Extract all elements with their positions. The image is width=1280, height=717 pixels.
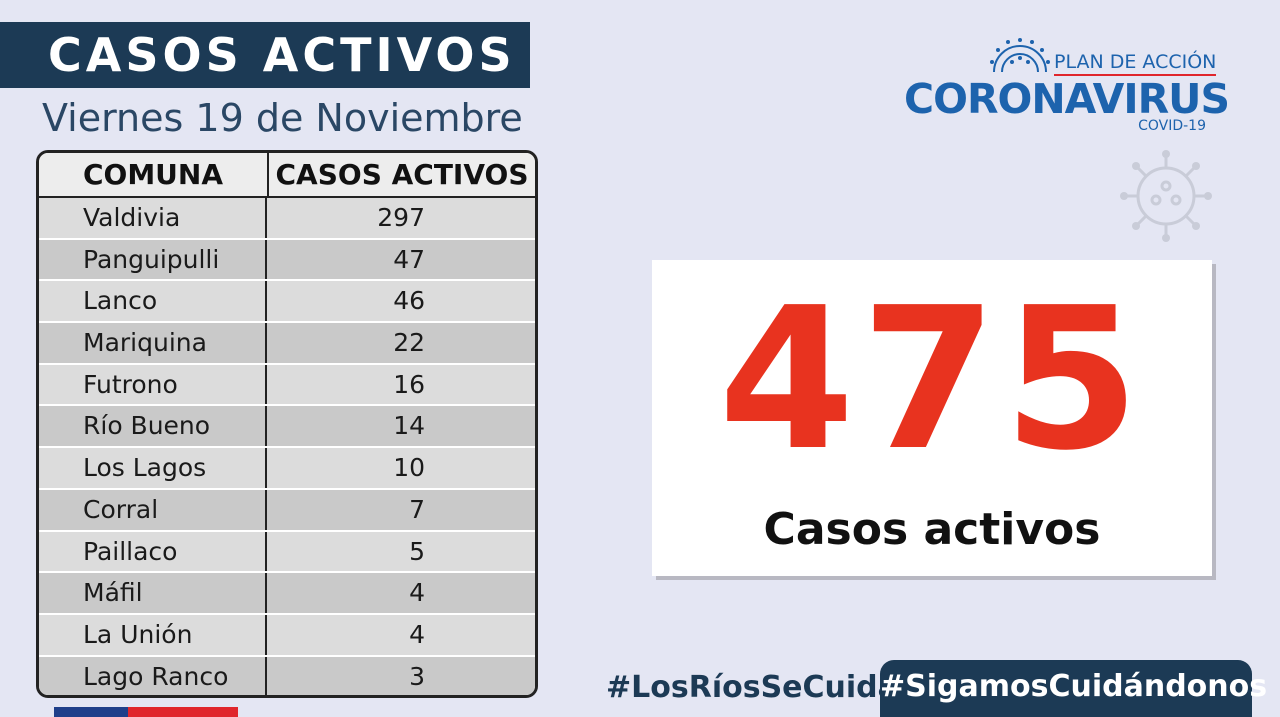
comuna-cell: Mariquina [39, 323, 267, 363]
table-row: Mariquina 22 [39, 323, 535, 365]
coronavirus-icon [1120, 150, 1212, 242]
total-cases-label: Casos activos [763, 504, 1101, 555]
flag-red-stripe [128, 707, 238, 717]
comuna-cell: La Unión [39, 614, 267, 655]
table-row: Máfil 4 [39, 573, 535, 615]
casos-cell: 4 [409, 619, 425, 649]
logo-main-text: CORONAVIRUS [904, 75, 1230, 123]
logo-covid-text: COVID-19 [1138, 118, 1206, 134]
plan-coronavirus-logo: PLAN DE ACCIÓN CORONAVIRUS COVID-19 [898, 38, 1230, 138]
casos-cell: 297 [377, 203, 425, 232]
table-row: Paillaco 5 [39, 531, 535, 574]
comuna-cell: Corral [39, 489, 267, 530]
hashtag-los-rios: #LosRíosSeCuida [606, 670, 898, 705]
flag-blue-stripe [54, 707, 128, 717]
logo-plan-text: PLAN DE ACCIÓN [1054, 50, 1217, 76]
flag-bar [54, 707, 238, 717]
column-header-comuna: COMUNA [39, 153, 269, 196]
coronavirus-icon [990, 38, 1050, 73]
casos-cell: 46 [393, 286, 425, 316]
table-body: Valdivia 297 Panguipulli 47 Lanco 46 Mar… [39, 198, 535, 695]
cases-table: COMUNA CASOS ACTIVOS Valdivia 297 Pangui… [36, 150, 538, 698]
table-header: COMUNA CASOS ACTIVOS [39, 153, 535, 198]
comuna-cell: Paillaco [39, 531, 267, 572]
table-row: Corral 7 [39, 489, 535, 532]
casos-cell: 4 [409, 578, 425, 608]
comuna-cell: Los Lagos [39, 448, 267, 488]
date-line: Viernes 19 de Noviembre [42, 96, 523, 140]
casos-cell: 5 [409, 536, 425, 566]
casos-cell: 22 [393, 328, 425, 358]
table-row: Panguipulli 47 [39, 239, 535, 282]
table-row: La Unión 4 [39, 614, 535, 657]
table-row: Futrono 16 [39, 364, 535, 407]
comuna-cell: Futrono [39, 364, 267, 405]
casos-cell: 47 [393, 244, 425, 274]
table-row: Valdivia 297 [39, 198, 535, 240]
table-row: Los Lagos 10 [39, 448, 535, 490]
table-row: Lago Ranco 3 [39, 656, 535, 695]
casos-cell: 3 [409, 661, 425, 691]
comuna-cell: Máfil [39, 573, 267, 613]
casos-cell: 7 [409, 494, 425, 524]
comuna-cell: Lanco [39, 281, 267, 322]
table-row: Río Bueno 14 [39, 406, 535, 449]
casos-cell: 14 [393, 411, 425, 441]
hashtag-sigamos: #SigamosCuidándonos [880, 660, 1267, 717]
comuna-cell: Río Bueno [39, 406, 267, 447]
comuna-cell: Valdivia [39, 198, 267, 238]
total-cases-card: 475 Casos activos [652, 260, 1212, 576]
page-title: CASOS ACTIVOS [48, 28, 516, 82]
comuna-cell: Panguipulli [39, 239, 267, 280]
casos-cell: 10 [393, 453, 425, 483]
table-row: Lanco 46 [39, 281, 535, 324]
total-cases-number: 475 [718, 266, 1146, 494]
column-header-casos: CASOS ACTIVOS [275, 158, 529, 191]
comuna-cell: Lago Ranco [39, 656, 267, 695]
casos-cell: 16 [393, 369, 425, 399]
title-banner: CASOS ACTIVOS [0, 22, 530, 88]
